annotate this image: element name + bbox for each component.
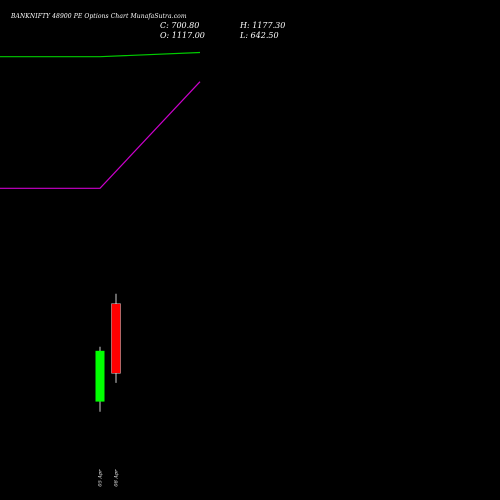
open-value: O: 1117.00 (160, 31, 205, 40)
high-value: H: 1177.30 (240, 21, 286, 30)
overlay-line-green (0, 51, 201, 58)
x-tick-label: 08 Apr (114, 469, 120, 487)
close-value: C: 700.80 (160, 21, 200, 30)
low-value: L: 642.50 (240, 31, 279, 40)
overlay-line-purple (0, 81, 201, 189)
candle-body-2 (111, 303, 121, 374)
chart-title: BANKNIFTY 48900 PE Options Chart MunafaS… (11, 13, 187, 20)
candle-body-1 (95, 350, 105, 402)
x-tick-label: 05 Apr (98, 469, 104, 487)
